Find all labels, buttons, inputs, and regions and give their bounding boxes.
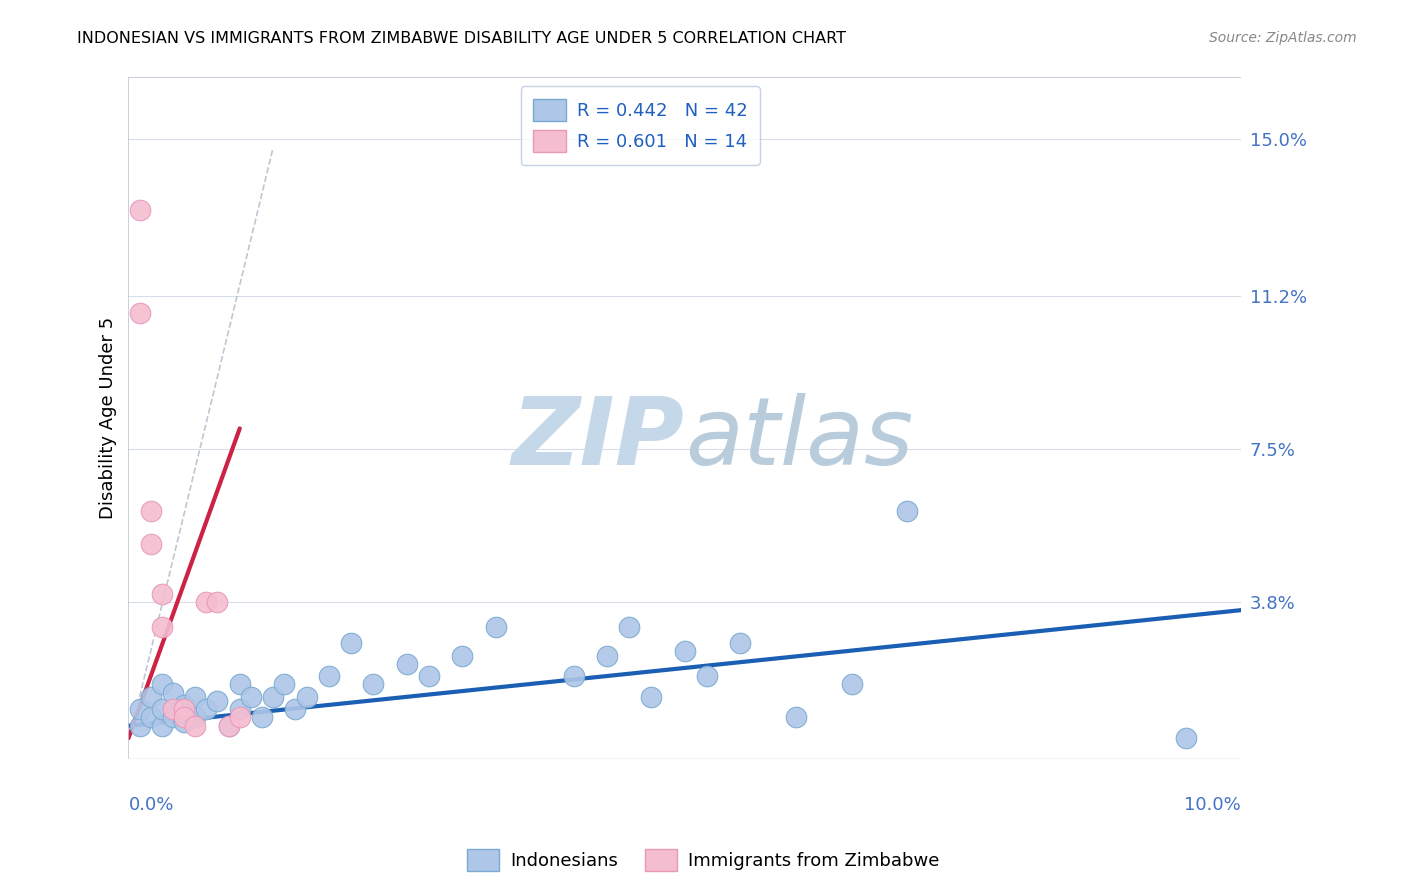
Point xyxy=(730,636,752,650)
Legend: R = 0.442   N = 42, R = 0.601   N = 14: R = 0.442 N = 42, R = 0.601 N = 14 xyxy=(520,87,761,165)
Point xyxy=(173,710,195,724)
Point xyxy=(139,690,162,704)
Point xyxy=(150,677,173,691)
Point xyxy=(173,702,195,716)
Point xyxy=(562,669,585,683)
Point xyxy=(418,669,440,683)
Text: ZIP: ZIP xyxy=(512,392,685,484)
Point xyxy=(295,690,318,704)
Point xyxy=(139,537,162,551)
Point xyxy=(195,595,218,609)
Point xyxy=(485,620,508,634)
Point xyxy=(128,719,150,733)
Point xyxy=(184,710,207,724)
Point xyxy=(150,620,173,634)
Point xyxy=(239,690,262,704)
Y-axis label: Disability Age Under 5: Disability Age Under 5 xyxy=(100,317,117,519)
Point xyxy=(162,710,184,724)
Point xyxy=(218,719,240,733)
Point xyxy=(896,504,918,518)
Legend: Indonesians, Immigrants from Zimbabwe: Indonesians, Immigrants from Zimbabwe xyxy=(460,842,946,879)
Point xyxy=(250,710,273,724)
Point xyxy=(284,702,307,716)
Point xyxy=(229,677,252,691)
Text: 0.0%: 0.0% xyxy=(128,797,174,814)
Point xyxy=(162,686,184,700)
Point xyxy=(128,306,150,320)
Point xyxy=(841,677,863,691)
Point xyxy=(229,702,252,716)
Point xyxy=(273,677,295,691)
Point xyxy=(173,698,195,712)
Point xyxy=(139,504,162,518)
Point xyxy=(640,690,662,704)
Point xyxy=(150,719,173,733)
Point xyxy=(195,702,218,716)
Text: Source: ZipAtlas.com: Source: ZipAtlas.com xyxy=(1209,31,1357,45)
Point xyxy=(184,690,207,704)
Point xyxy=(596,648,619,663)
Point xyxy=(128,702,150,716)
Point xyxy=(229,710,252,724)
Point xyxy=(785,710,807,724)
Point xyxy=(696,669,718,683)
Point xyxy=(150,586,173,600)
Point xyxy=(128,202,150,217)
Text: 10.0%: 10.0% xyxy=(1184,797,1241,814)
Point xyxy=(395,657,418,671)
Point xyxy=(361,677,384,691)
Text: INDONESIAN VS IMMIGRANTS FROM ZIMBABWE DISABILITY AGE UNDER 5 CORRELATION CHART: INDONESIAN VS IMMIGRANTS FROM ZIMBABWE D… xyxy=(77,31,846,46)
Point xyxy=(218,719,240,733)
Point xyxy=(340,636,363,650)
Point xyxy=(207,595,229,609)
Point xyxy=(184,719,207,733)
Point xyxy=(1174,731,1197,746)
Point xyxy=(173,714,195,729)
Point xyxy=(150,702,173,716)
Point xyxy=(207,694,229,708)
Point xyxy=(262,690,284,704)
Point xyxy=(162,702,184,716)
Point xyxy=(451,648,474,663)
Point xyxy=(139,710,162,724)
Point xyxy=(318,669,340,683)
Point xyxy=(619,620,641,634)
Text: atlas: atlas xyxy=(685,393,912,484)
Point xyxy=(673,644,696,658)
